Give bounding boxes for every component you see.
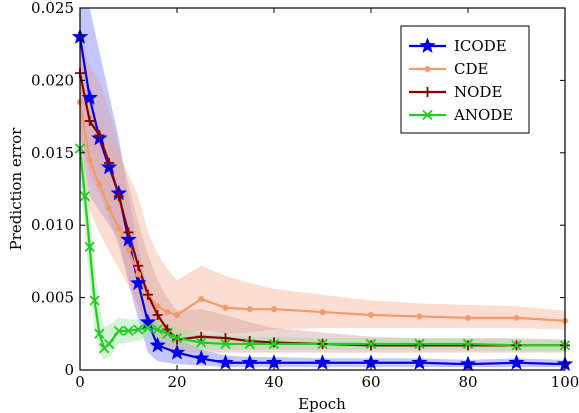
anode-marker — [462, 338, 474, 350]
anode-marker — [113, 325, 124, 337]
anode-marker — [89, 295, 100, 306]
node-marker — [220, 333, 231, 344]
x-tick-label: 100 — [551, 373, 579, 391]
x-tick-label: 20 — [167, 373, 186, 391]
cde-marker — [174, 311, 180, 318]
anode-marker — [142, 322, 154, 334]
y-tick-label: 0 — [64, 361, 74, 379]
anode-marker — [79, 191, 90, 202]
anode-line — [78, 148, 565, 350]
y-tick-label: 0.010 — [31, 216, 74, 234]
y-tick-label: 0.015 — [31, 144, 74, 162]
node-marker — [366, 340, 376, 351]
node-marker — [172, 334, 182, 345]
anode-confidence-band — [80, 131, 565, 360]
icode-marker — [149, 336, 166, 353]
x-tick-label: 40 — [264, 373, 283, 391]
node-marker — [463, 340, 473, 351]
cde-legend-label: CDE — [454, 60, 488, 78]
icode-marker — [130, 274, 147, 291]
anode-legend-marker — [422, 109, 433, 121]
node-legend-label: NODE — [454, 83, 502, 101]
cde-marker — [125, 246, 132, 253]
node-marker — [133, 260, 144, 271]
icode-marker — [314, 354, 331, 370]
cde-marker — [222, 304, 229, 311]
node-marker — [123, 227, 134, 238]
icode-marker — [81, 89, 98, 105]
cde-marker — [416, 313, 423, 320]
cde-marker — [164, 309, 171, 316]
anode-marker — [414, 338, 425, 350]
y-tick-label: 0.020 — [31, 71, 74, 89]
anode-marker — [268, 338, 280, 350]
x-axis-label: Epoch — [298, 395, 346, 413]
anode-marker — [220, 338, 231, 350]
node-marker — [84, 115, 95, 126]
icode-marker — [120, 231, 137, 247]
legend: ICODE CDE NODE ANODE — [400, 25, 530, 134]
cde-marker — [106, 204, 113, 211]
node-legend-marker — [422, 87, 433, 97]
cde-marker — [86, 157, 93, 164]
anode-legend-label: ANODE — [453, 106, 513, 124]
cde-marker — [465, 314, 471, 321]
confidence-bands — [80, 8, 565, 368]
node-marker — [113, 191, 124, 202]
icode-marker — [168, 343, 186, 360]
icode-marker — [217, 354, 234, 370]
plot-frame — [79, 7, 566, 371]
cde-marker — [271, 306, 277, 313]
node-marker — [269, 337, 279, 348]
node-marker — [414, 340, 425, 351]
cde-legend-marker — [424, 66, 431, 72]
anode-marker — [94, 328, 105, 339]
anode-marker — [133, 324, 144, 335]
node-marker — [142, 289, 153, 300]
icode-legend-marker — [419, 37, 436, 53]
cde-marker — [154, 303, 161, 310]
anode-marker — [84, 241, 95, 253]
cde-marker — [368, 311, 374, 318]
icode-marker — [411, 354, 428, 370]
node-marker — [104, 157, 115, 168]
y-tick-label: 0.005 — [31, 289, 74, 307]
anode-marker — [196, 337, 207, 348]
y-axis-ticks: 0 0.005 0.010 0.015 0.020 0.025 — [31, 0, 565, 379]
x-tick-label: 0 — [75, 373, 85, 391]
cde-marker — [513, 314, 520, 321]
cde-marker — [135, 271, 142, 278]
cde-marker — [96, 181, 103, 188]
y-tick-label: 0.025 — [31, 0, 74, 17]
anode-marker — [244, 338, 255, 350]
anode-marker — [511, 340, 522, 351]
cde-marker — [198, 296, 205, 303]
cde-confidence-band — [80, 51, 565, 339]
legend-items: ICODE CDE NODE ANODE — [409, 37, 513, 124]
x-tick-label: 80 — [458, 373, 477, 391]
anode-marker — [123, 325, 134, 337]
x-axis-ticks: 0 20 40 60 80 100 — [75, 8, 579, 391]
icode-marker — [193, 349, 210, 366]
icode-marker — [241, 354, 258, 370]
anode-marker — [162, 328, 173, 339]
node-marker — [152, 309, 163, 320]
anode-marker — [365, 338, 377, 350]
node-marker — [94, 130, 105, 141]
y-axis-label: Prediction error — [7, 127, 25, 250]
icode-marker — [508, 354, 525, 370]
cde-marker — [246, 306, 253, 313]
cde-marker — [319, 309, 326, 316]
anode-marker — [317, 338, 328, 350]
icode-marker — [139, 313, 157, 330]
node-marker — [196, 331, 207, 342]
anode-marker — [103, 338, 115, 350]
cde-marker — [115, 225, 122, 232]
x-tick-label: 60 — [361, 373, 380, 391]
icode-legend-label: ICODE — [454, 37, 507, 55]
anode-marker — [152, 324, 163, 335]
anode-marker — [171, 333, 183, 344]
